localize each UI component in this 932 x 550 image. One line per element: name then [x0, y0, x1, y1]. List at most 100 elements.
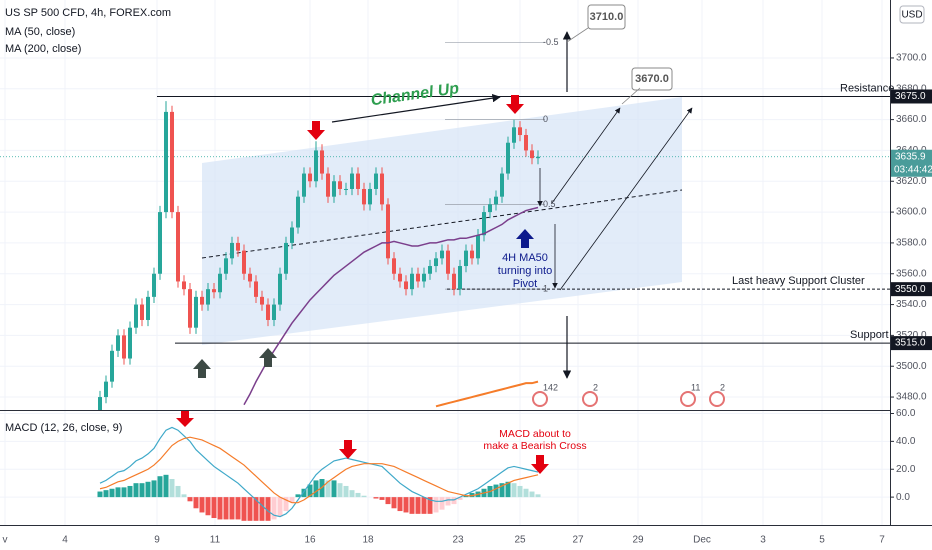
candle-body	[308, 173, 312, 182]
x-tick-label: 3	[760, 535, 766, 546]
fib-label: 0.5	[543, 199, 556, 209]
y-tick-label: 3660.0	[896, 114, 927, 125]
histogram-bar	[97, 491, 103, 498]
histogram-bar	[457, 497, 463, 500]
x-tick-label: 29	[632, 535, 644, 546]
x-tick-label: 18	[362, 535, 374, 546]
histogram-bar	[361, 495, 367, 498]
histogram-bar	[421, 497, 427, 514]
candle-body	[398, 273, 402, 282]
histogram-bar	[511, 483, 517, 498]
candle-body	[218, 273, 222, 293]
price-tag-label: 3635.9	[895, 151, 926, 162]
macd-note: MACD about to	[499, 428, 571, 440]
histogram-bar	[469, 492, 475, 498]
candle-body	[158, 212, 162, 274]
target-box	[631, 67, 673, 91]
ma-line	[435, 380, 539, 408]
price-tag	[891, 149, 932, 177]
axes: v 4 9 11 16 18 23 25 27 29 Dec 3 5 7 3480.0 3500.0 3520.…	[3, 53, 932, 546]
candle-body	[104, 381, 108, 398]
candle-body	[302, 173, 306, 197]
histogram-bar	[385, 497, 391, 505]
histogram-bar	[253, 497, 259, 521]
histogram-bar	[121, 487, 127, 498]
event-icon	[532, 391, 548, 407]
up-arrow	[259, 348, 277, 367]
target-label: 3710.0	[590, 11, 624, 23]
x-tick-label: 7	[879, 535, 885, 546]
price-tag	[891, 336, 932, 351]
event-count: 11	[691, 382, 700, 392]
candle-body	[242, 250, 246, 274]
fib-label: 0	[543, 114, 548, 124]
candle-body	[230, 242, 234, 259]
histogram-bar	[499, 483, 505, 498]
histogram-bar	[271, 497, 277, 520]
candle-body	[248, 273, 252, 282]
histogram-bar	[391, 497, 397, 509]
histogram-bar	[163, 474, 169, 498]
candle-body	[536, 156, 540, 159]
candle-body	[140, 304, 144, 320]
histogram-bar	[265, 497, 271, 521]
signal-arrows	[176, 95, 549, 474]
candle-body	[206, 289, 210, 305]
target-box	[587, 4, 626, 30]
histogram-bar	[529, 491, 535, 498]
currency-box[interactable]	[899, 5, 925, 24]
histogram-bar	[103, 490, 109, 498]
candle-body	[182, 281, 186, 290]
x-tick-label: 5	[819, 535, 825, 546]
histogram-bar	[517, 485, 523, 498]
y-tick-label: 40.0	[896, 436, 916, 447]
y-tick-label: 3540.0	[896, 299, 927, 310]
histogram-bar	[463, 495, 469, 498]
histogram-bar	[181, 494, 187, 498]
candle-body	[446, 250, 450, 274]
event-icon	[709, 391, 725, 407]
arrow	[559, 107, 693, 291]
histogram-bar	[115, 487, 121, 498]
candle-body	[494, 196, 498, 205]
indicator-legend: MA (50, close)	[5, 26, 75, 38]
candle-body	[488, 204, 492, 213]
candle-body	[200, 296, 204, 305]
event-count: 2	[593, 382, 598, 392]
y-tick-label: 3600.0	[896, 207, 927, 218]
down-arrow	[339, 440, 357, 459]
histogram-bar	[397, 497, 403, 512]
candle-body	[452, 273, 456, 290]
histogram-bar	[505, 481, 511, 498]
histogram-bar	[139, 483, 145, 498]
candle-body	[152, 273, 156, 297]
histogram-bar	[211, 497, 217, 519]
y-tick-label: 60.0	[896, 408, 916, 419]
callout	[621, 87, 641, 105]
candle-body	[170, 111, 174, 213]
candle-body	[500, 173, 504, 197]
pivot-note: 4H MA50	[502, 252, 548, 264]
currency: USD	[901, 10, 922, 21]
candle-body	[476, 235, 480, 259]
histogram-bar	[301, 488, 307, 498]
arrow	[551, 107, 621, 204]
histogram-bar	[337, 483, 343, 498]
candle-body	[506, 142, 510, 174]
histogram-bar	[217, 497, 223, 520]
histogram-bar	[379, 497, 385, 500]
histogram-bar	[229, 497, 235, 520]
histogram-bar	[355, 492, 361, 498]
pivot-note: turning into	[498, 265, 552, 277]
y-tick-label: 3520.0	[896, 330, 927, 341]
up-arrow	[516, 229, 534, 248]
candle-body	[512, 127, 516, 143]
x-tick-label: 16	[304, 535, 316, 546]
event-count: 142	[543, 382, 558, 392]
event-count: 2	[720, 382, 725, 392]
signal-line	[99, 436, 539, 504]
candle-body	[392, 258, 396, 274]
histogram-bar	[133, 483, 139, 498]
macd-line	[99, 426, 539, 518]
